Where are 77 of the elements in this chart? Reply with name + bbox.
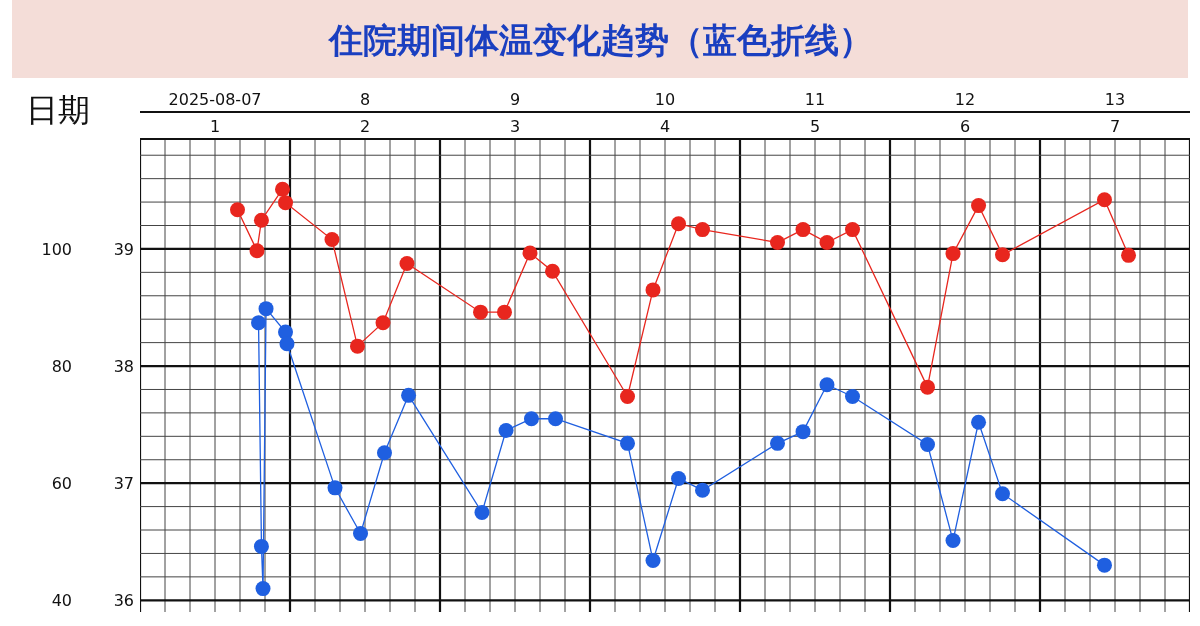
point [324,232,340,248]
x2-tick-label: 1 [209,116,221,136]
y-tick-label: 36 [113,590,134,610]
point [251,315,267,331]
point [845,389,860,404]
point [279,336,295,352]
point [258,301,274,317]
x-axis-title: 日期 [26,91,90,129]
point [473,304,489,320]
y-tick-label: 38 [113,356,134,376]
point [496,304,512,320]
y2-tick-label: 60 [51,473,72,493]
point [945,533,961,549]
point [995,486,1010,502]
y2-tick-label: 100 [41,239,72,259]
x-tick-label: 9 [509,89,521,109]
point [695,482,710,498]
y2-tick-label: 40 [51,590,72,610]
point [249,243,265,259]
point [920,379,935,395]
x2-tick-label: 7 [1109,116,1121,136]
x-tick-label: 13 [1104,89,1126,109]
point [523,411,539,427]
point [819,234,835,250]
point [920,437,935,453]
x2-tick-label: 4 [659,116,671,136]
point [971,198,987,214]
x2-tick-label: 2 [359,116,371,136]
point [545,263,560,279]
point [845,222,860,238]
x-tick-label: 11 [804,89,826,109]
point [620,435,635,451]
x2-tick-label: 3 [509,116,521,136]
chart-title: 住院期间体温变化趋势（蓝色折线） [327,20,873,60]
point [795,424,811,440]
point [645,282,661,298]
point [548,411,564,427]
point [671,470,687,486]
point [375,315,391,331]
point [230,202,245,218]
point [350,338,365,354]
y-tick-label: 39 [113,239,134,259]
point [253,212,269,228]
point [1121,247,1137,263]
point [353,526,369,542]
point [376,445,392,461]
point [945,246,961,262]
point [275,181,290,197]
x-tick-label: 8 [359,89,371,109]
point [474,504,490,520]
point [995,247,1010,263]
point [671,216,687,232]
point [522,245,538,261]
x-tick-label: 12 [954,89,976,109]
x-tick-label: 10 [654,89,676,109]
x-tick-label: 2025-08-07 [168,89,262,109]
point [1096,192,1112,208]
point [645,552,661,568]
point [327,480,343,496]
y-tick-label: 37 [113,473,134,493]
point [253,538,269,554]
y2-tick-label: 80 [51,356,72,376]
x2-tick-label: 6 [959,116,971,136]
point [620,389,635,404]
point [795,222,811,238]
point [770,234,785,250]
point [695,222,710,238]
point [278,195,294,211]
point [401,387,417,403]
point [1096,557,1112,573]
point [498,422,514,438]
point [819,377,835,393]
point [255,581,271,597]
point [399,256,415,272]
point [770,435,785,451]
point [971,414,987,430]
x2-tick-label: 5 [809,116,821,136]
